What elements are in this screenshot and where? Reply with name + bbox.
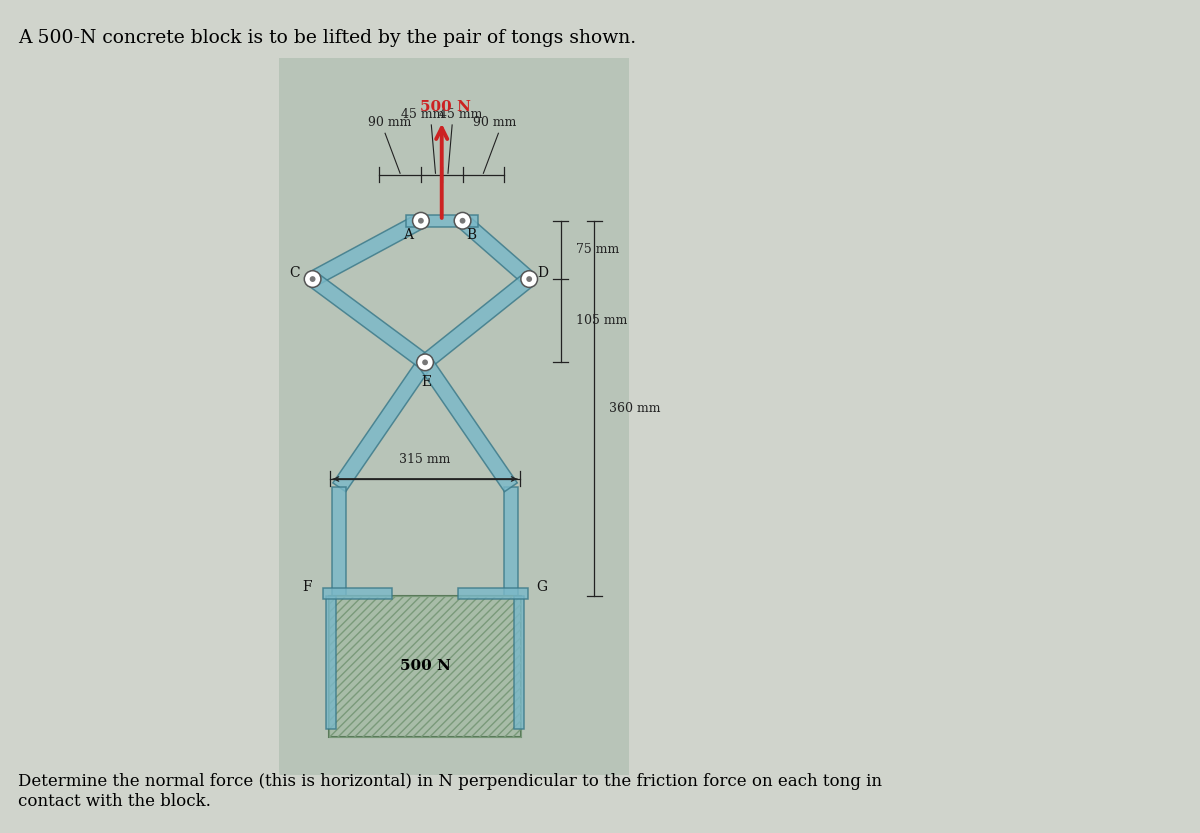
Text: 45 mm: 45 mm — [439, 107, 482, 121]
Text: B: B — [467, 228, 476, 242]
Circle shape — [416, 354, 433, 371]
Polygon shape — [308, 214, 425, 286]
Polygon shape — [458, 587, 528, 599]
Bar — [329, 596, 521, 737]
Polygon shape — [332, 358, 432, 491]
Text: 75 mm: 75 mm — [576, 243, 619, 257]
Bar — [329, 596, 521, 737]
Circle shape — [521, 271, 538, 287]
Polygon shape — [326, 596, 336, 729]
Text: 500 N: 500 N — [420, 100, 472, 114]
Circle shape — [527, 277, 532, 282]
Text: G: G — [536, 581, 547, 595]
Text: E: E — [421, 375, 431, 389]
Circle shape — [418, 218, 424, 223]
Bar — [280, 58, 629, 775]
Polygon shape — [420, 273, 534, 368]
Text: 105 mm: 105 mm — [576, 314, 628, 327]
Text: 90 mm: 90 mm — [367, 116, 410, 129]
Text: A 500-N concrete block is to be lifted by the pair of tongs shown.: A 500-N concrete block is to be lifted b… — [18, 29, 636, 47]
Circle shape — [305, 271, 320, 287]
Polygon shape — [504, 487, 517, 596]
Text: 500 N: 500 N — [400, 660, 450, 673]
Polygon shape — [514, 596, 524, 729]
Text: A: A — [402, 228, 413, 242]
Text: C: C — [289, 267, 300, 281]
Text: 315 mm: 315 mm — [400, 452, 451, 466]
Circle shape — [460, 218, 466, 223]
Circle shape — [413, 212, 430, 229]
Polygon shape — [406, 215, 478, 227]
Polygon shape — [323, 587, 391, 599]
Circle shape — [422, 360, 428, 366]
Text: Determine the normal force (this is horizontal) in N perpendicular to the fricti: Determine the normal force (this is hori… — [18, 773, 882, 810]
Polygon shape — [419, 358, 517, 491]
Text: 45 mm: 45 mm — [401, 107, 445, 121]
Polygon shape — [457, 215, 534, 285]
Text: 90 mm: 90 mm — [473, 116, 516, 129]
Text: F: F — [302, 581, 312, 595]
Circle shape — [455, 212, 470, 229]
Polygon shape — [308, 272, 430, 369]
Text: 360 mm: 360 mm — [610, 402, 661, 415]
Polygon shape — [332, 487, 346, 596]
Text: D: D — [538, 267, 548, 281]
Circle shape — [310, 277, 316, 282]
